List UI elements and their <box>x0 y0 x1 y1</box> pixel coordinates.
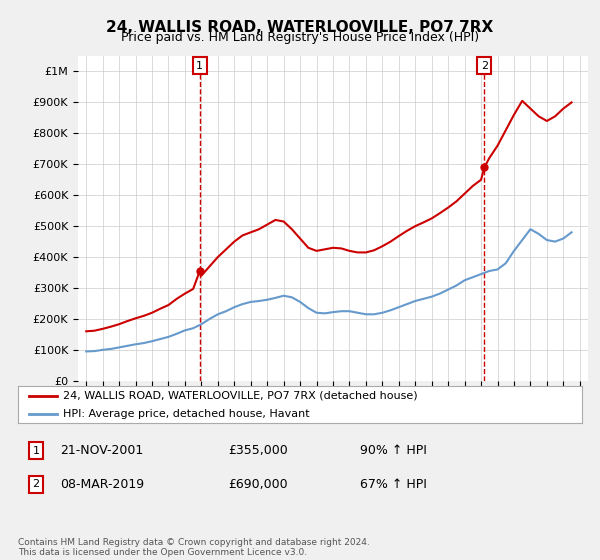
Text: 1: 1 <box>196 60 203 71</box>
Text: £355,000: £355,000 <box>228 444 288 458</box>
Text: 2: 2 <box>32 479 40 489</box>
Text: 2: 2 <box>481 60 488 71</box>
Text: £690,000: £690,000 <box>228 478 287 491</box>
Text: Contains HM Land Registry data © Crown copyright and database right 2024.
This d: Contains HM Land Registry data © Crown c… <box>18 538 370 557</box>
Text: 67% ↑ HPI: 67% ↑ HPI <box>360 478 427 491</box>
Text: Price paid vs. HM Land Registry's House Price Index (HPI): Price paid vs. HM Land Registry's House … <box>121 31 479 44</box>
Text: 24, WALLIS ROAD, WATERLOOVILLE, PO7 7RX: 24, WALLIS ROAD, WATERLOOVILLE, PO7 7RX <box>106 20 494 35</box>
Text: 1: 1 <box>32 446 40 456</box>
Text: 90% ↑ HPI: 90% ↑ HPI <box>360 444 427 458</box>
Text: 21-NOV-2001: 21-NOV-2001 <box>60 444 143 458</box>
Text: 08-MAR-2019: 08-MAR-2019 <box>60 478 144 491</box>
Text: 24, WALLIS ROAD, WATERLOOVILLE, PO7 7RX (detached house): 24, WALLIS ROAD, WATERLOOVILLE, PO7 7RX … <box>63 390 418 400</box>
Text: HPI: Average price, detached house, Havant: HPI: Average price, detached house, Hava… <box>63 409 310 419</box>
